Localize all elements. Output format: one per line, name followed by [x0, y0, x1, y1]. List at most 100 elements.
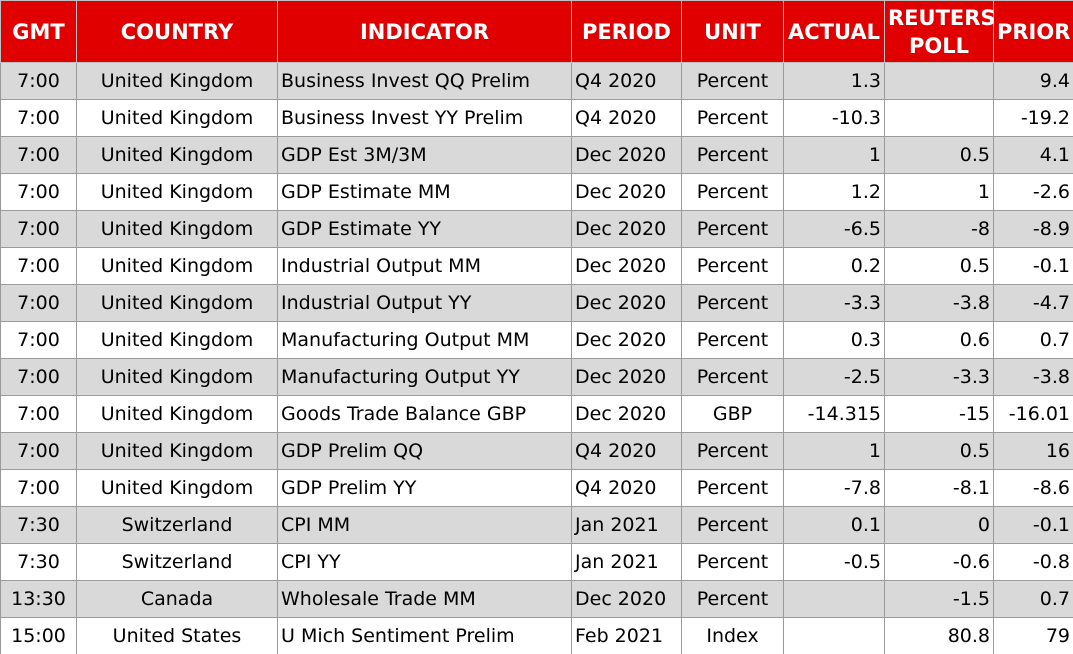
table-row: 7:00 United Kingdom GDP Estimate YY Dec 202…	[0, 210, 1073, 248]
table-cell: Goods Trade Balance GBP	[277, 395, 572, 433]
table-cell: Dec 2020	[571, 284, 682, 322]
table-cell	[783, 580, 885, 618]
table-cell: United Kingdom	[76, 247, 278, 285]
table-cell: 7:00	[0, 284, 77, 322]
table-cell: Percent	[681, 358, 784, 396]
table-cell: 0.6	[884, 321, 994, 359]
table-cell: Percent	[681, 506, 784, 544]
table-cell: 0	[884, 506, 994, 544]
table-row: 7:00 United Kingdom GDP Est 3M/3M Dec 2020 P…	[0, 136, 1073, 174]
table-row: 7:00 United Kingdom Industrial Output YY De…	[0, 284, 1073, 322]
table-cell: -0.8	[993, 543, 1073, 581]
table-cell: 7:00	[0, 469, 77, 507]
table-cell: Percent	[681, 469, 784, 507]
table-cell: -0.1	[993, 247, 1073, 285]
table-cell	[884, 99, 994, 137]
table-row: 7:30 Switzerland CPI YY Jan 2021 Percent -0.5…	[0, 543, 1073, 581]
table-cell: United Kingdom	[76, 99, 278, 137]
table-cell: GDP Est 3M/3M	[277, 136, 572, 174]
table-cell: -7.8	[783, 469, 885, 507]
table-row: 7:00 United Kingdom Business Invest YY Pre…	[0, 99, 1073, 137]
table-cell: -10.3	[783, 99, 885, 137]
table-cell: -6.5	[783, 210, 885, 248]
table-cell: 1.2	[783, 173, 885, 211]
table-cell: GDP Prelim QQ	[277, 432, 572, 470]
table-cell: -3.3	[783, 284, 885, 322]
table-cell: Canada	[76, 580, 278, 618]
column-header: PRIOR	[993, 0, 1073, 63]
table-cell: Percent	[681, 210, 784, 248]
table-cell: -0.1	[993, 506, 1073, 544]
table-cell: Manufacturing Output MM	[277, 321, 572, 359]
column-header: GMT	[0, 0, 77, 63]
table-cell: GDP Estimate MM	[277, 173, 572, 211]
table-cell: Dec 2020	[571, 395, 682, 433]
table-cell: 1	[783, 136, 885, 174]
table-cell: Feb 2021	[571, 617, 682, 654]
table-cell: Business Invest YY Prelim	[277, 99, 572, 137]
table-cell: 80.8	[884, 617, 994, 654]
table-cell: 0.3	[783, 321, 885, 359]
table-cell: Q4 2020	[571, 432, 682, 470]
column-header: UNIT	[681, 0, 784, 63]
column-header: COUNTRY	[76, 0, 278, 63]
table-cell: 9.4	[993, 62, 1073, 100]
table-row: 15:00 United States U Mich Sentiment Preli…	[0, 617, 1073, 654]
table-row: 7:00 United Kingdom Industrial Output MM De…	[0, 247, 1073, 285]
table-cell: 7:30	[0, 543, 77, 581]
table-cell: 0.7	[993, 321, 1073, 359]
table-cell: 0.5	[884, 247, 994, 285]
table-cell: Percent	[681, 580, 784, 618]
table-row: 13:30 Canada Wholesale Trade MM Dec 2020 Per…	[0, 580, 1073, 618]
table-row: 7:00 United Kingdom Goods Trade Balance GB…	[0, 395, 1073, 433]
column-header: ACTUAL	[783, 0, 885, 63]
table-cell: Dec 2020	[571, 247, 682, 285]
table-cell: 7:00	[0, 210, 77, 248]
table-cell: -4.7	[993, 284, 1073, 322]
table-row: 7:00 United Kingdom Business Invest QQ Pre…	[0, 62, 1073, 100]
table-cell: United States	[76, 617, 278, 654]
table-cell: GBP	[681, 395, 784, 433]
table-cell: United Kingdom	[76, 321, 278, 359]
table-cell: Dec 2020	[571, 210, 682, 248]
table-cell: 13:30	[0, 580, 77, 618]
table-cell: Percent	[681, 136, 784, 174]
table-cell: -0.6	[884, 543, 994, 581]
table-cell: Switzerland	[76, 506, 278, 544]
table-cell: 7:30	[0, 506, 77, 544]
table-cell: Percent	[681, 62, 784, 100]
table-cell: 7:00	[0, 99, 77, 137]
table-cell: 7:00	[0, 395, 77, 433]
table-cell	[884, 62, 994, 100]
table-cell: Dec 2020	[571, 136, 682, 174]
table-cell: 7:00	[0, 136, 77, 174]
table-cell: Percent	[681, 543, 784, 581]
table-cell: GDP Estimate YY	[277, 210, 572, 248]
table-cell: 0.5	[884, 136, 994, 174]
column-header: INDICATOR	[277, 0, 572, 63]
header-row: GMT COUNTRY INDICATOR PERIOD UNIT ACTUAL REUTE…	[0, 0, 1073, 63]
table-cell: 1	[783, 432, 885, 470]
table-cell: United Kingdom	[76, 173, 278, 211]
table-cell: Manufacturing Output YY	[277, 358, 572, 396]
table-cell: Jan 2021	[571, 506, 682, 544]
table-cell: -2.6	[993, 173, 1073, 211]
table-cell: United Kingdom	[76, 62, 278, 100]
table-cell: 7:00	[0, 321, 77, 359]
table-row: 7:00 United Kingdom Manufacturing Output Y…	[0, 358, 1073, 396]
table-cell: Percent	[681, 432, 784, 470]
table-cell: Jan 2021	[571, 543, 682, 581]
table-cell: 15:00	[0, 617, 77, 654]
column-header: PERIOD	[571, 0, 682, 63]
table-cell: -0.5	[783, 543, 885, 581]
table-cell: -14.315	[783, 395, 885, 433]
table-cell: 7:00	[0, 173, 77, 211]
column-header: REUTERS POLL	[884, 0, 996, 63]
table-cell: Industrial Output MM	[277, 247, 572, 285]
table-cell: United Kingdom	[76, 358, 278, 396]
table-cell: Wholesale Trade MM	[277, 580, 572, 618]
table-cell: 0.7	[993, 580, 1073, 618]
table-cell: Q4 2020	[571, 62, 682, 100]
